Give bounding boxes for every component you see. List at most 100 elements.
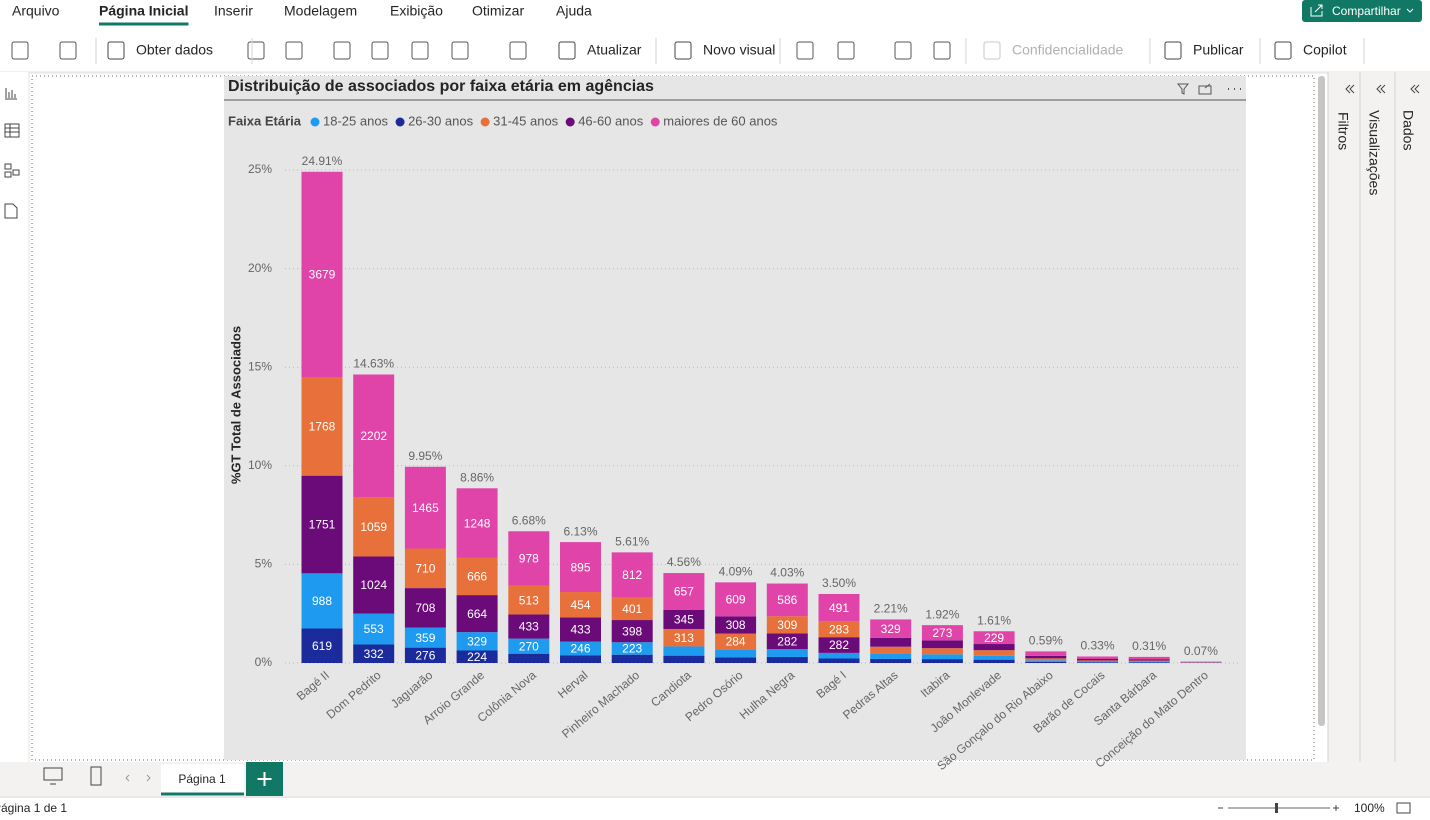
bar-segment[interactable]	[508, 531, 550, 586]
bar-segment[interactable]	[1025, 651, 1067, 656]
toolbar-icon[interactable]	[509, 41, 527, 60]
ribbon-tab[interactable]: Inserir	[214, 3, 253, 19]
toolbar-icon[interactable]	[285, 41, 303, 60]
bar-segment[interactable]	[973, 650, 1015, 656]
ribbon-tab[interactable]: Modelagem	[284, 3, 357, 19]
bar-segment[interactable]	[921, 625, 963, 641]
bar-segment[interactable]	[818, 658, 860, 663]
bar-segment[interactable]	[1077, 658, 1118, 661]
toolbar-button[interactable]: Atualizar	[587, 42, 642, 58]
bar-segment[interactable]	[715, 657, 757, 663]
bar-segment[interactable]	[870, 619, 912, 638]
ribbon-tab[interactable]: Otimizar	[472, 3, 524, 19]
bar-segment[interactable]	[1128, 661, 1170, 663]
fit-page-icon[interactable]	[1396, 802, 1411, 814]
bar-segment[interactable]	[973, 655, 1015, 660]
bar-segment[interactable]	[353, 497, 395, 557]
bar-segment[interactable]	[870, 637, 912, 647]
bar-segment[interactable]	[456, 595, 498, 633]
mobile-layout-icon[interactable]	[90, 766, 102, 786]
toolbar-icon[interactable]	[59, 41, 77, 60]
pane-label[interactable]: Dados	[1400, 110, 1416, 150]
table-view-icon[interactable]	[4, 123, 20, 138]
scrollbar[interactable]	[1318, 76, 1325, 726]
legend-entry[interactable]: 26-30 anos	[408, 113, 474, 128]
bar-segment[interactable]	[301, 171, 343, 378]
zoom-thumb[interactable]	[1275, 803, 1278, 813]
dax-view-icon[interactable]	[4, 203, 18, 219]
bar-segment[interactable]	[508, 614, 550, 639]
bar-segment[interactable]	[1128, 660, 1170, 662]
bar-segment[interactable]	[404, 647, 446, 663]
toolbar-icon[interactable]	[796, 41, 814, 60]
bar-segment[interactable]	[766, 616, 808, 634]
toolbar-icon[interactable]	[837, 41, 855, 60]
toolbar-icon[interactable]	[411, 41, 429, 60]
toolbar-button[interactable]: Novo visual	[703, 42, 775, 58]
bar-segment[interactable]	[715, 649, 757, 658]
toolbar-icon[interactable]	[333, 41, 351, 60]
bar-segment[interactable]	[611, 620, 653, 643]
bar-segment[interactable]	[766, 656, 808, 663]
bar-segment[interactable]	[404, 588, 446, 628]
bar-segment[interactable]	[663, 655, 705, 663]
toolbar-icon[interactable]	[11, 41, 29, 60]
bar-segment[interactable]	[456, 650, 498, 663]
bar-segment[interactable]	[508, 638, 550, 654]
bar-segment[interactable]	[301, 573, 343, 629]
bar-segment[interactable]	[663, 628, 705, 647]
bar-segment[interactable]	[973, 644, 1015, 651]
bar-segment[interactable]	[1025, 660, 1067, 662]
legend-entry[interactable]: maiores de 60 anos	[663, 113, 778, 128]
bar-segment[interactable]	[353, 374, 395, 498]
zoom-buttons[interactable]	[1218, 805, 1339, 811]
bar-segment[interactable]	[766, 649, 808, 657]
legend-entry[interactable]: 46-60 anos	[578, 113, 644, 128]
bar-segment[interactable]	[1128, 656, 1170, 660]
bar-segment[interactable]	[921, 648, 963, 655]
bar-segment[interactable]	[1077, 656, 1118, 659]
bar-segment[interactable]	[560, 617, 601, 642]
bar-segment[interactable]	[1077, 660, 1118, 662]
bar-segment[interactable]	[870, 658, 912, 663]
bar-segment[interactable]	[560, 655, 601, 663]
bar-segment[interactable]	[921, 654, 963, 660]
pane-label[interactable]: Filtros	[1335, 112, 1351, 150]
collapse-icon[interactable]	[1345, 84, 1355, 94]
bar-segment[interactable]	[1025, 655, 1067, 659]
bar-segment[interactable]	[663, 646, 705, 656]
bar-segment[interactable]	[766, 633, 808, 650]
bar-segment[interactable]	[560, 542, 601, 593]
bar-segment[interactable]	[1025, 661, 1067, 663]
focus-icon[interactable]	[1198, 83, 1212, 95]
desktop-layout-icon[interactable]	[43, 767, 63, 785]
bar-segment[interactable]	[456, 488, 498, 558]
ribbon-tab[interactable]: Exibição	[390, 3, 443, 19]
bar-segment[interactable]	[560, 592, 601, 618]
legend-entry[interactable]: 31-45 anos	[493, 113, 559, 128]
bar-segment[interactable]	[353, 644, 395, 663]
page-tab-bg[interactable]	[161, 764, 244, 796]
bar-segment[interactable]	[766, 583, 808, 617]
toolbar-button[interactable]: Copilot	[1303, 42, 1347, 58]
ribbon-tab[interactable]: Ajuda	[556, 3, 592, 19]
collapse-icon[interactable]	[1410, 84, 1420, 94]
bar-segment[interactable]	[560, 641, 601, 656]
bar-segment[interactable]	[404, 627, 446, 648]
bar-segment[interactable]	[508, 585, 550, 615]
bar-segment[interactable]	[663, 609, 705, 629]
bar-segment[interactable]	[456, 632, 498, 651]
bar-segment[interactable]	[663, 573, 705, 610]
page-tab[interactable]: Página 1	[178, 772, 226, 786]
ribbon-tab[interactable]: Página Inicial	[99, 3, 188, 19]
bar-segment[interactable]	[870, 653, 912, 659]
pane-label[interactable]: Visualizações	[1366, 110, 1382, 195]
bar-segment[interactable]	[611, 654, 653, 663]
legend-entry[interactable]: 18-25 anos	[323, 113, 389, 128]
report-view-icon[interactable]	[5, 88, 17, 100]
bar-segment[interactable]	[818, 621, 860, 638]
bar-segment[interactable]	[611, 597, 653, 621]
bar-segment[interactable]	[818, 593, 860, 622]
model-view-icon[interactable]	[4, 163, 20, 178]
toolbar-icon[interactable]	[894, 41, 912, 60]
